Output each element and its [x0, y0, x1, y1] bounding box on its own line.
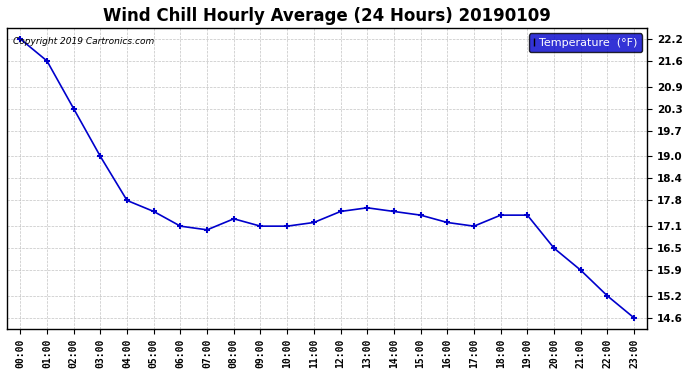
Legend: Temperature  (°F): Temperature (°F) [529, 33, 642, 53]
Title: Wind Chill Hourly Average (24 Hours) 20190109: Wind Chill Hourly Average (24 Hours) 201… [104, 7, 551, 25]
Text: Copyright 2019 Cartronics.com: Copyright 2019 Cartronics.com [13, 37, 155, 46]
